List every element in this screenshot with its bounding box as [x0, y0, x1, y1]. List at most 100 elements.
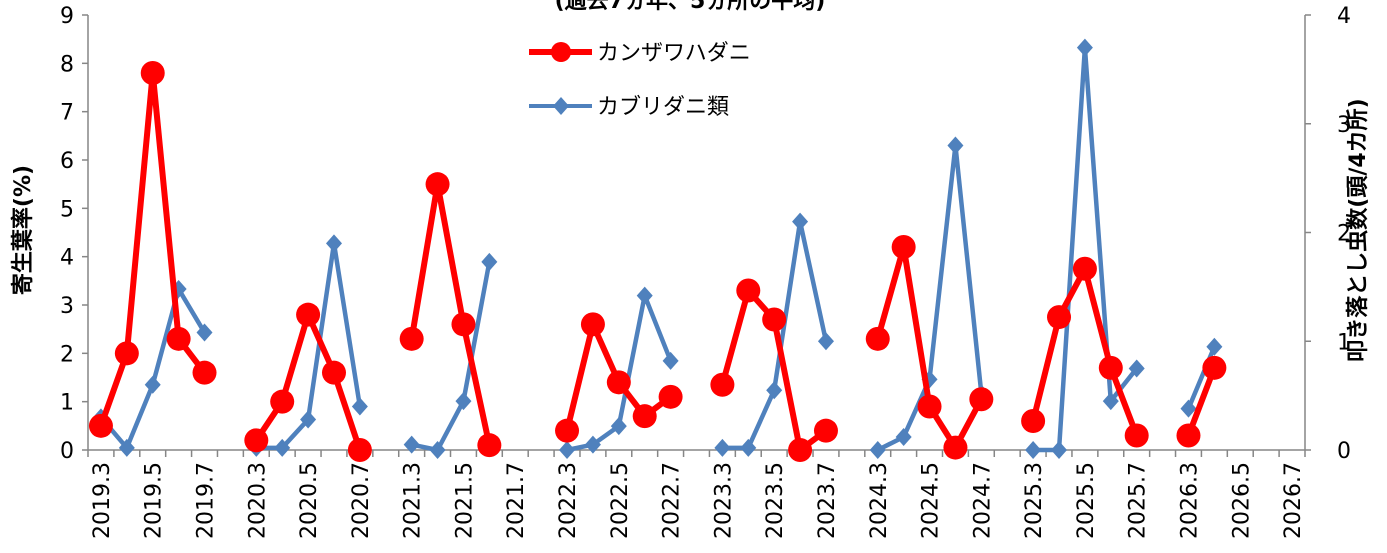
data-point	[403, 435, 420, 454]
data-point	[451, 312, 476, 337]
y-right-tick-label: 0	[1337, 439, 1351, 464]
data-point	[399, 326, 424, 351]
data-point	[1206, 337, 1223, 356]
data-point	[1021, 409, 1046, 433]
data-point	[559, 441, 576, 459]
data-point	[555, 418, 580, 443]
data-point	[762, 307, 787, 332]
x-tick-label: 2019.3	[90, 462, 115, 539]
data-point	[481, 252, 498, 271]
data-point	[192, 360, 217, 385]
data-point	[610, 417, 627, 436]
data-point	[351, 397, 368, 416]
legend-item-kaburi: カブリダニ類	[529, 95, 729, 120]
data-point	[1025, 441, 1042, 459]
y-left-tick-label: 3	[60, 294, 74, 319]
data-point	[1051, 441, 1068, 459]
x-tick-label: 2022.3	[556, 462, 581, 539]
x-tick-label: 2020.3	[245, 462, 270, 539]
x-tick-label: 2023.7	[815, 462, 840, 539]
data-point	[347, 438, 372, 462]
series-line-segment	[98, 70, 207, 427]
data-point	[580, 312, 605, 337]
y-axis-left-title: 寄生葉率(%)	[10, 165, 36, 295]
x-tick-label: 2022.7	[660, 462, 685, 539]
data-point	[636, 286, 653, 305]
y-left-tick-label: 0	[60, 439, 74, 464]
data-point	[196, 323, 213, 342]
x-tick-label: 2020.5	[297, 462, 322, 539]
series-line-segment	[1185, 366, 1218, 437]
x-tick-label: 2023.5	[763, 462, 788, 539]
data-point	[166, 326, 191, 351]
data-point	[114, 341, 139, 366]
x-axis-ticks: 2019.3 2019.5 2019.7 2020.3 2020.5 2020.7 2021…	[87, 450, 1306, 539]
data-point	[1076, 38, 1093, 57]
x-tick-label: 2021.7	[504, 462, 529, 539]
data-point	[714, 438, 731, 457]
data-point	[947, 136, 964, 155]
data-point	[710, 372, 735, 397]
data-point	[455, 392, 472, 411]
data-point	[792, 212, 809, 231]
x-tick-label: 2025.3	[1022, 462, 1047, 539]
data-point	[917, 394, 942, 419]
series-kaburi	[92, 38, 1223, 459]
data-point	[969, 387, 994, 412]
legend-item-kanzawa: カンザワハダニ	[529, 41, 751, 66]
data-point	[606, 370, 631, 395]
series-line-segment	[408, 181, 493, 446]
y-left-tick-label: 1	[60, 391, 74, 416]
data-point	[658, 384, 683, 409]
data-point	[274, 438, 291, 457]
y-left-tick-label: 7	[60, 101, 74, 126]
y-left-tick-label: 5	[60, 197, 74, 222]
y-left-tick-label: 8	[60, 52, 74, 77]
data-point	[1124, 423, 1149, 448]
data-point	[895, 427, 912, 446]
data-point	[632, 404, 657, 429]
data-point	[296, 302, 321, 327]
legend-label-kaburi: カブリダニ類	[597, 95, 729, 120]
y-axis-right-ticks: 0 1 2 3 4	[1305, 4, 1351, 464]
y-right-tick-label: 3	[1337, 113, 1351, 138]
y-axis-right-title: 叩き落とし虫数(頭/4カ所)	[1345, 98, 1371, 361]
x-tick-label: 2026.3	[1177, 462, 1202, 539]
data-point	[943, 435, 968, 460]
data-point	[1202, 355, 1227, 380]
data-point	[425, 172, 450, 197]
data-point	[662, 351, 679, 370]
y-right-tick-label: 4	[1337, 4, 1351, 29]
series-kanzawa	[88, 61, 1227, 462]
series-layer	[88, 38, 1227, 462]
series-line-segment	[253, 311, 363, 451]
y-right-tick-label: 2	[1337, 222, 1351, 247]
data-point	[1128, 359, 1145, 378]
data-point	[869, 441, 886, 459]
data-point	[788, 438, 813, 462]
y-left-tick-label: 2	[60, 342, 74, 367]
data-point	[270, 389, 295, 414]
x-tick-label: 2019.5	[142, 462, 167, 539]
chart-title: (過去7ヵ年、5ヵ所の平均)	[555, 0, 826, 14]
data-point	[740, 438, 757, 457]
x-tick-label: 2025.5	[1074, 462, 1099, 539]
data-point	[1047, 305, 1072, 330]
x-tick-label: 2021.3	[401, 462, 426, 539]
data-point	[321, 360, 346, 385]
data-point	[1098, 355, 1123, 380]
data-point	[817, 332, 834, 351]
data-point	[1180, 399, 1197, 418]
data-point	[144, 375, 161, 394]
x-tick-label: 2026.5	[1229, 462, 1254, 539]
data-point	[300, 410, 317, 429]
data-point	[429, 441, 446, 459]
x-tick-label: 2020.7	[349, 462, 374, 539]
x-tick-label: 2025.7	[1126, 462, 1151, 539]
series-line-segment	[99, 286, 207, 451]
legend: カンザワハダニ カブリダニ類	[529, 41, 751, 120]
data-point	[325, 234, 342, 253]
x-tick-label: 2024.3	[867, 462, 892, 539]
y-left-tick-label: 4	[60, 246, 74, 271]
